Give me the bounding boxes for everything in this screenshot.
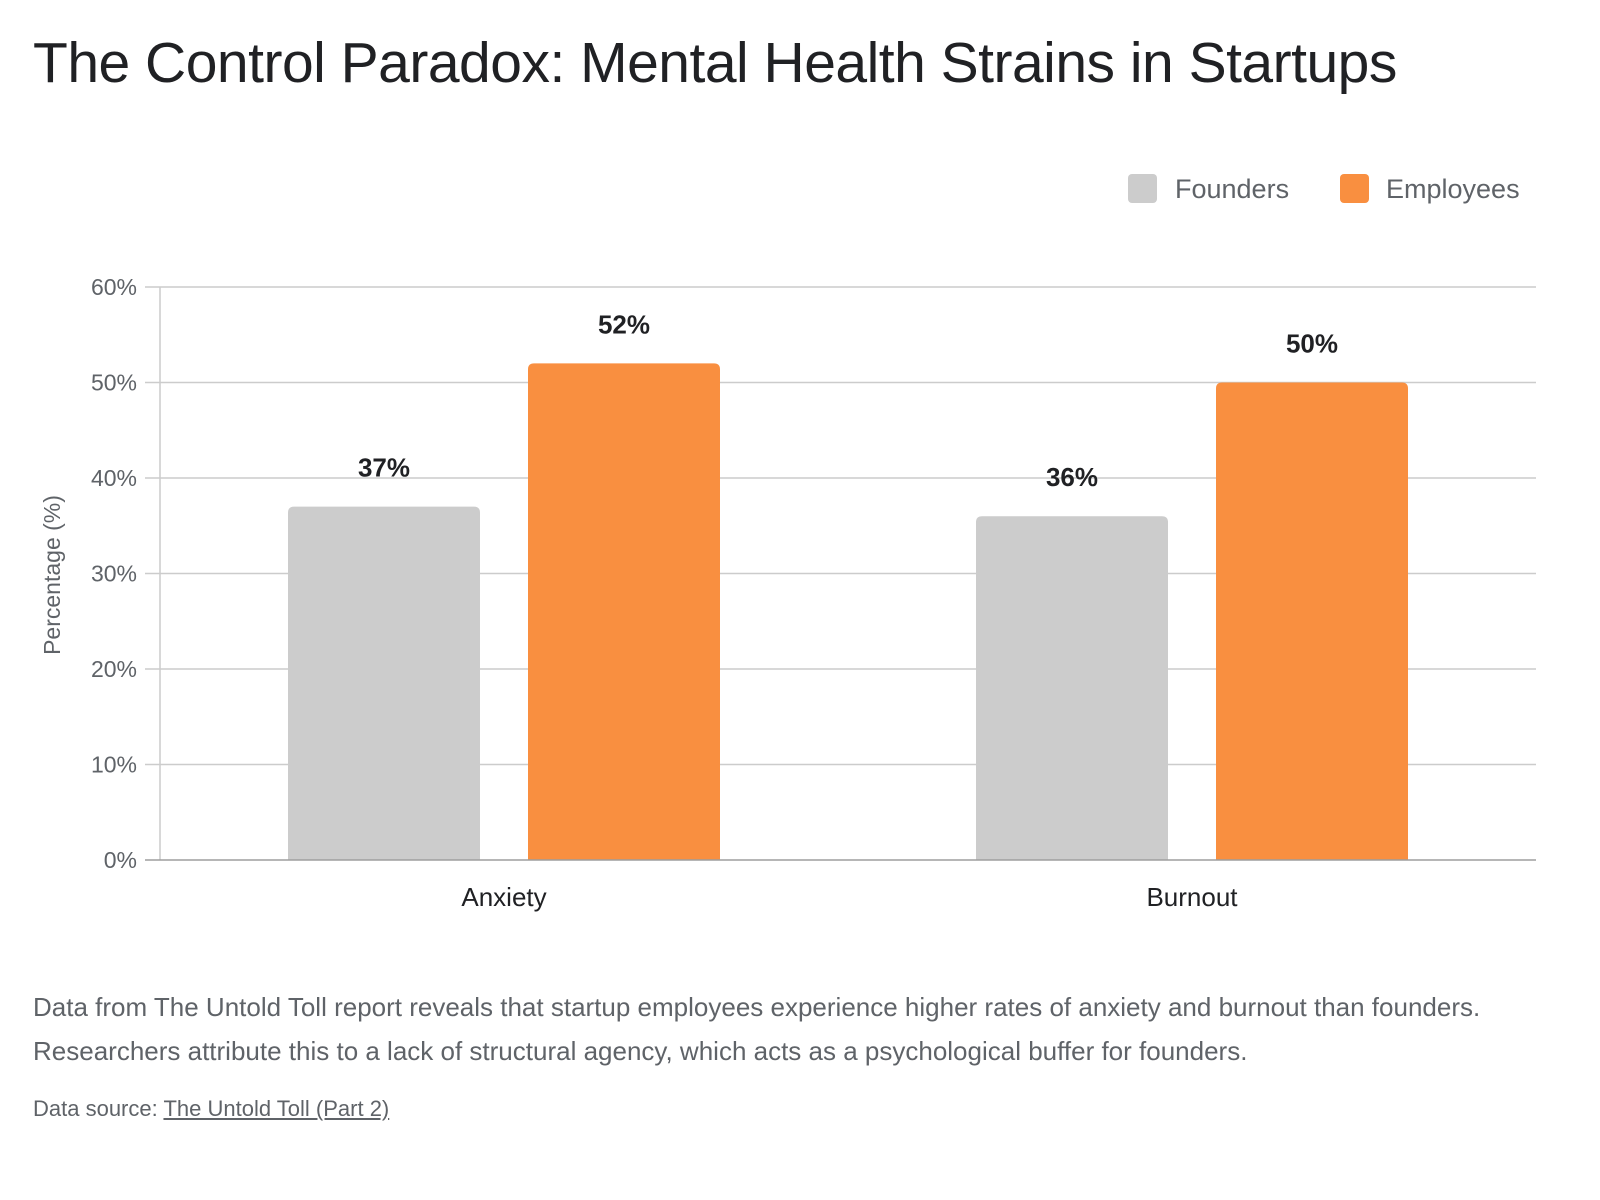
x-category-label: Burnout bbox=[1146, 882, 1238, 912]
bars bbox=[288, 363, 1408, 860]
data-label-founders-anxiety: 37% bbox=[358, 453, 410, 483]
data-source-prefix: Data source: bbox=[33, 1096, 164, 1121]
y-tick-label: 50% bbox=[91, 370, 137, 396]
data-label-employees-burnout: 50% bbox=[1286, 329, 1338, 359]
chart-title: The Control Paradox: Mental Health Strai… bbox=[33, 31, 1397, 95]
data-source: Data source: The Untold Toll (Part 2) bbox=[33, 1096, 389, 1122]
x-axis-categories: Anxiety Burnout bbox=[461, 882, 1238, 912]
bar-chart: Founders Employees 0% 10% 20% 30% 40% 50% 60% P… bbox=[39, 174, 1536, 912]
y-tick-label: 20% bbox=[91, 656, 137, 682]
data-label-founders-burnout: 36% bbox=[1046, 462, 1098, 492]
legend-swatch-founders bbox=[1128, 174, 1157, 203]
legend-label-employees: Employees bbox=[1386, 174, 1520, 204]
y-tick-label: 10% bbox=[91, 752, 137, 778]
y-tick-label: 0% bbox=[104, 847, 137, 873]
legend-label-founders: Founders bbox=[1175, 174, 1289, 204]
legend: Founders Employees bbox=[1128, 174, 1520, 204]
x-category-label: Anxiety bbox=[461, 882, 546, 912]
y-tick-label: 60% bbox=[91, 274, 137, 300]
y-axis-title: Percentage (%) bbox=[39, 495, 65, 655]
data-labels: 37% 52% 36% 50% bbox=[358, 309, 1338, 492]
y-tick-label: 40% bbox=[91, 465, 137, 491]
bar-founders-burnout bbox=[976, 516, 1168, 860]
bar-employees-anxiety bbox=[528, 363, 720, 860]
data-source-link[interactable]: The Untold Toll (Part 2) bbox=[163, 1096, 390, 1121]
y-axis-ticks: 0% 10% 20% 30% 40% 50% 60% bbox=[91, 274, 137, 873]
chart-caption: Data from The Untold Toll report reveals… bbox=[33, 992, 1481, 1066]
bar-employees-burnout bbox=[1216, 382, 1408, 860]
data-label-employees-anxiety: 52% bbox=[598, 309, 650, 339]
legend-swatch-employees bbox=[1340, 174, 1369, 203]
y-tick-label: 30% bbox=[91, 561, 137, 587]
bar-founders-anxiety bbox=[288, 506, 480, 860]
